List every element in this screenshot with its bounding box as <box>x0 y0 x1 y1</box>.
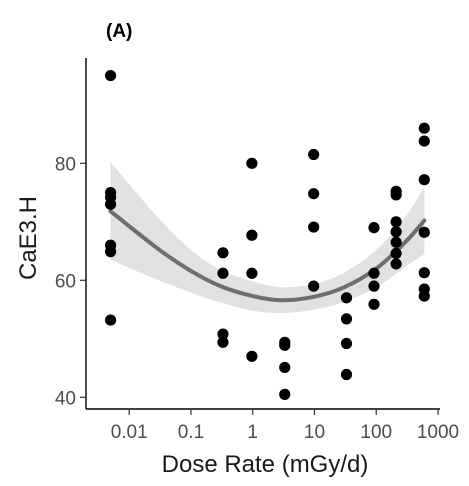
x-tick-label: 0.1 <box>178 422 204 443</box>
data-point <box>418 226 430 238</box>
data-point <box>217 328 229 340</box>
data-point <box>340 337 353 350</box>
data-point <box>390 189 402 201</box>
data-point <box>217 336 229 348</box>
y-axis-title: CaE3.H <box>15 196 42 280</box>
data-point <box>308 221 320 233</box>
y-tick-label: 80 <box>55 154 76 175</box>
data-point <box>418 135 430 147</box>
data-points-layer <box>104 69 430 400</box>
data-point <box>308 188 320 200</box>
data-point <box>418 122 430 134</box>
data-point <box>368 222 380 234</box>
data-point <box>279 339 291 351</box>
data-point <box>340 292 353 304</box>
data-point <box>390 236 402 248</box>
fit-curve-layer <box>108 209 427 303</box>
data-point <box>308 280 320 292</box>
y-axis-ticks: 40 60 80 <box>55 154 86 409</box>
data-point <box>390 258 402 270</box>
data-point <box>217 247 229 259</box>
data-point <box>308 148 320 161</box>
data-point <box>340 368 353 381</box>
data-point <box>279 388 291 400</box>
x-tick-label: 10 <box>304 422 325 443</box>
confidence-band-layer <box>110 162 425 314</box>
data-point <box>217 267 229 279</box>
data-point <box>418 267 430 279</box>
data-point <box>279 361 291 374</box>
data-point <box>390 247 402 259</box>
data-point <box>104 314 117 326</box>
data-point <box>246 267 258 279</box>
fit-curve <box>108 209 427 303</box>
data-point <box>246 229 258 241</box>
data-point <box>104 246 117 258</box>
x-tick-label: 1000 <box>417 422 459 443</box>
data-point <box>340 313 353 325</box>
y-tick-label: 60 <box>55 271 76 292</box>
data-point <box>390 226 402 238</box>
data-point <box>368 280 380 292</box>
panel-label: (A) <box>106 21 132 42</box>
data-point <box>368 298 380 310</box>
data-point <box>104 69 117 82</box>
data-point <box>418 174 430 186</box>
data-point <box>246 157 258 169</box>
x-tick-label: 100 <box>360 422 392 443</box>
data-point <box>246 350 258 362</box>
data-point <box>418 290 430 302</box>
x-axis-ticks: 0.01 0.1 1 10 100 1000 <box>111 409 459 443</box>
confidence-band <box>110 162 425 314</box>
y-tick-label: 40 <box>55 388 76 409</box>
x-tick-label: 1 <box>247 422 258 443</box>
x-axis-title: Dose Rate (mGy/d) <box>162 451 369 478</box>
data-point <box>390 216 402 228</box>
data-point <box>368 267 380 279</box>
data-point <box>104 198 117 210</box>
x-tick-label: 0.01 <box>111 422 148 443</box>
